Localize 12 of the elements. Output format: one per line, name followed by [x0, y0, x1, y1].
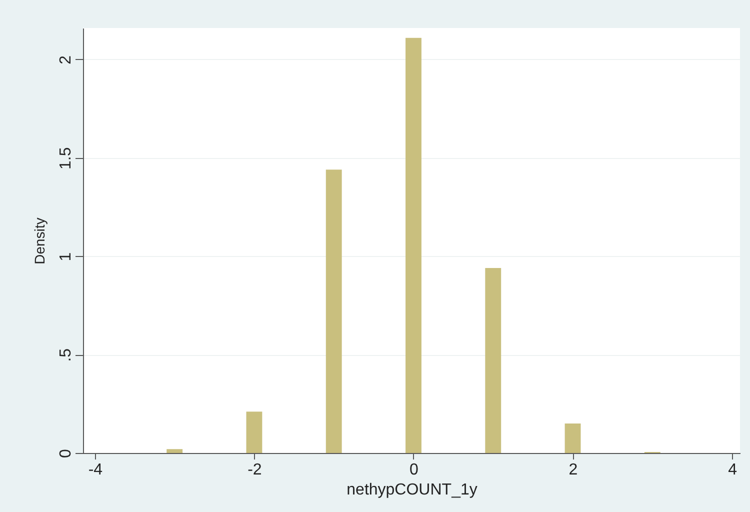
- y-tick-label: .5: [58, 348, 74, 362]
- y-tick-label: 1.5: [58, 147, 74, 170]
- x-tick-label: 0: [410, 462, 419, 478]
- x-tick-label: -4: [88, 462, 103, 478]
- x-tick-label: -2: [248, 462, 262, 478]
- x-axis-title: nethypCOUNT_1y: [346, 482, 478, 498]
- y-tick-label: 2: [58, 55, 74, 64]
- x-tick-label: 2: [568, 462, 578, 478]
- y-axis-title: Density: [32, 218, 48, 264]
- y-tick-label: 1: [58, 252, 74, 262]
- x-tick-label: 4: [728, 462, 738, 478]
- y-tick-label: 0: [58, 448, 74, 458]
